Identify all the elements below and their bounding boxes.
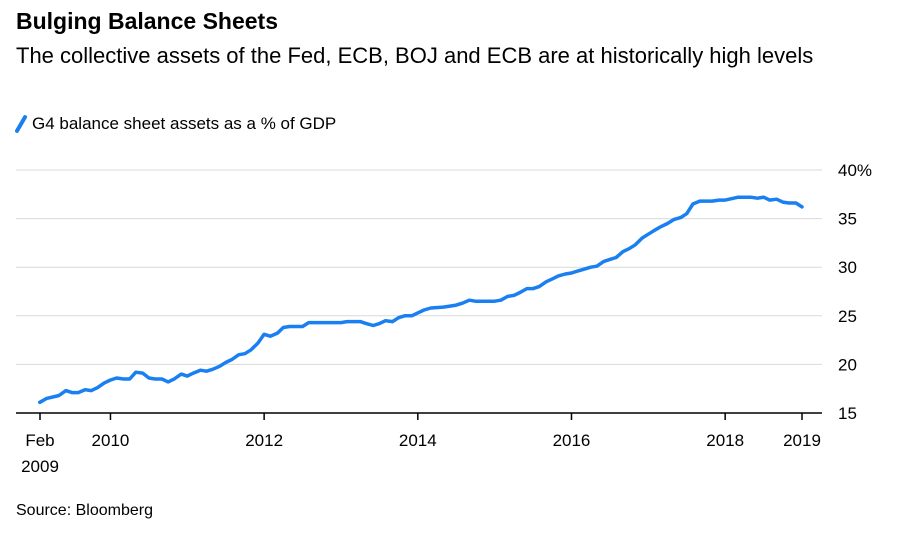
y-axis-labels: 40% 35 30 25 20 15 — [838, 161, 872, 423]
x-tick-label: 2012 — [245, 431, 283, 450]
legend-label: G4 balance sheet assets as a % of GDP — [32, 114, 337, 133]
y-tick-label: 25 — [838, 307, 857, 326]
chart-title: Bulging Balance Sheets — [16, 8, 279, 34]
x-tick-label: 2014 — [399, 431, 437, 450]
y-tick-label: 20 — [838, 355, 857, 374]
source-note: Source: Bloomberg — [16, 502, 153, 519]
x-tick-label: Feb — [25, 431, 54, 450]
gridlines — [16, 169, 822, 414]
y-tick-label: 40% — [838, 161, 872, 180]
legend: G4 balance sheet assets as a % of GDP — [16, 114, 336, 134]
x-tick-label: 2019 — [783, 431, 821, 450]
x-tick-label: 2018 — [706, 431, 744, 450]
chart-subtitle: The collective assets of the Fed, ECB, B… — [16, 43, 814, 68]
x-tick-label-year: 2009 — [21, 457, 59, 476]
series-line — [38, 195, 804, 405]
x-tick-label: 2016 — [553, 431, 591, 450]
y-tick-label: 15 — [838, 404, 857, 423]
x-tick-label: 2010 — [92, 431, 130, 450]
y-tick-label: 35 — [838, 210, 857, 229]
x-axis: Feb 2009 2010 2012 2014 2016 2018 2019 — [21, 413, 821, 476]
y-tick-label: 30 — [838, 258, 857, 277]
series-group — [38, 195, 804, 405]
